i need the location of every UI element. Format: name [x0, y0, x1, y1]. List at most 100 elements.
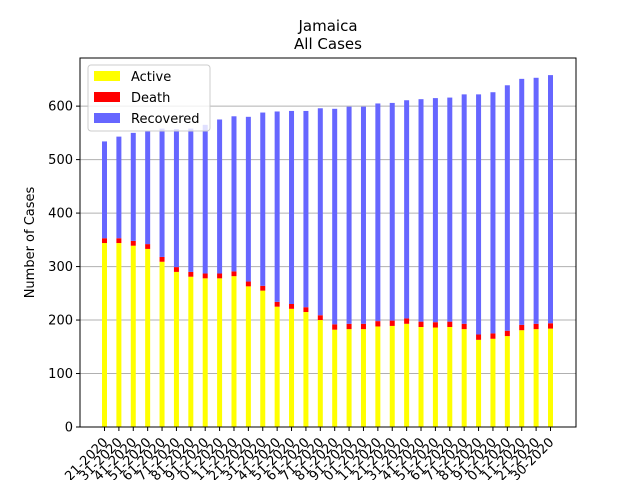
bar-recovered [533, 77, 539, 324]
bar-death [231, 271, 237, 277]
bar-recovered [130, 132, 136, 241]
bar-recovered [490, 92, 496, 334]
bar-recovered [245, 116, 251, 282]
bar-active [116, 243, 122, 427]
bar-death [375, 321, 381, 327]
legend-label-active: Active [131, 70, 171, 85]
bar-active [332, 329, 338, 427]
bar-active [404, 323, 410, 427]
chart-subtitle: All Cases [294, 35, 362, 53]
bar-active [289, 308, 295, 427]
bar-recovered [548, 75, 553, 324]
bar-recovered [360, 106, 366, 324]
bar-active [346, 329, 352, 427]
bar-active [476, 339, 482, 427]
bar-death [130, 240, 136, 246]
bar-active [490, 338, 496, 427]
bar-recovered [461, 94, 467, 324]
bar-recovered [317, 108, 323, 316]
bar-active [519, 330, 525, 427]
bar-death [217, 273, 223, 279]
bar-recovered [231, 116, 237, 272]
bar-recovered [116, 136, 122, 239]
bar-death [533, 323, 539, 330]
bar-recovered [389, 102, 395, 321]
bar-death [476, 334, 482, 340]
bar-active [245, 286, 251, 427]
bar-recovered [217, 119, 223, 274]
y-tick-label: 0 [65, 421, 73, 436]
chart-title: Jamaica [298, 17, 358, 35]
bar-recovered [375, 103, 381, 322]
legend-label-death: Death [131, 91, 170, 106]
bar-recovered [303, 110, 309, 308]
bar-recovered [418, 99, 424, 322]
bar-death [159, 256, 165, 262]
bar-death [490, 333, 496, 339]
bar-death [404, 318, 410, 324]
bar-death [145, 244, 151, 249]
bar-death [332, 324, 338, 330]
bar-death [260, 285, 266, 291]
bar-active [461, 329, 467, 427]
legend-swatch-recovered [94, 113, 120, 123]
bar-active [447, 326, 453, 427]
bar-active [217, 278, 223, 427]
bar-active [260, 290, 266, 427]
bar-death [519, 324, 525, 331]
bar-recovered [102, 141, 107, 239]
bar-recovered [202, 124, 208, 274]
bar-recovered [188, 128, 194, 272]
bar-active [303, 312, 309, 427]
y-tick-label: 600 [48, 100, 73, 115]
plot-frame [79, 57, 577, 428]
bar-death [447, 321, 453, 327]
bar-recovered [289, 110, 295, 304]
bar-death [102, 238, 107, 244]
bar-active [274, 306, 280, 427]
bar-death [432, 322, 438, 328]
bar-active [145, 248, 151, 427]
bar-active [159, 261, 165, 427]
bar-active [432, 327, 438, 427]
bar-recovered [346, 106, 352, 324]
y-tick-label: 200 [48, 314, 73, 329]
bar-active [130, 245, 136, 427]
bar-active [360, 329, 366, 427]
bar-death [188, 271, 194, 277]
bar-recovered [476, 94, 482, 335]
bar-active [173, 271, 179, 427]
y-tick-label: 500 [48, 153, 73, 168]
bar-active [504, 336, 510, 427]
bar-recovered [332, 108, 338, 325]
bar-recovered [159, 128, 165, 257]
bar-active [317, 320, 323, 427]
bar-active [102, 243, 107, 427]
bar-recovered [519, 78, 525, 325]
legend-label-recovered: Recovered [131, 112, 200, 127]
bar-death [202, 273, 208, 279]
bar-death [360, 323, 366, 330]
bar-recovered [274, 111, 280, 302]
bar-death [548, 323, 553, 329]
bar-death [461, 323, 467, 330]
y-tick-label: 400 [48, 207, 73, 222]
bar-death [389, 320, 395, 326]
bar-death [116, 238, 122, 244]
bar-death [173, 267, 179, 272]
legend-swatch-active [94, 71, 120, 81]
bar-death [303, 307, 309, 313]
bar-active [231, 276, 237, 427]
bar-recovered [173, 129, 179, 268]
bar-death [418, 321, 424, 327]
bar-recovered [432, 98, 438, 323]
bar-death [346, 323, 352, 330]
bar-active [202, 278, 208, 427]
bar-active [533, 329, 539, 427]
bar-death [274, 301, 280, 307]
bar-active [389, 325, 395, 427]
bar-recovered [260, 112, 266, 286]
bar-recovered [145, 131, 151, 245]
